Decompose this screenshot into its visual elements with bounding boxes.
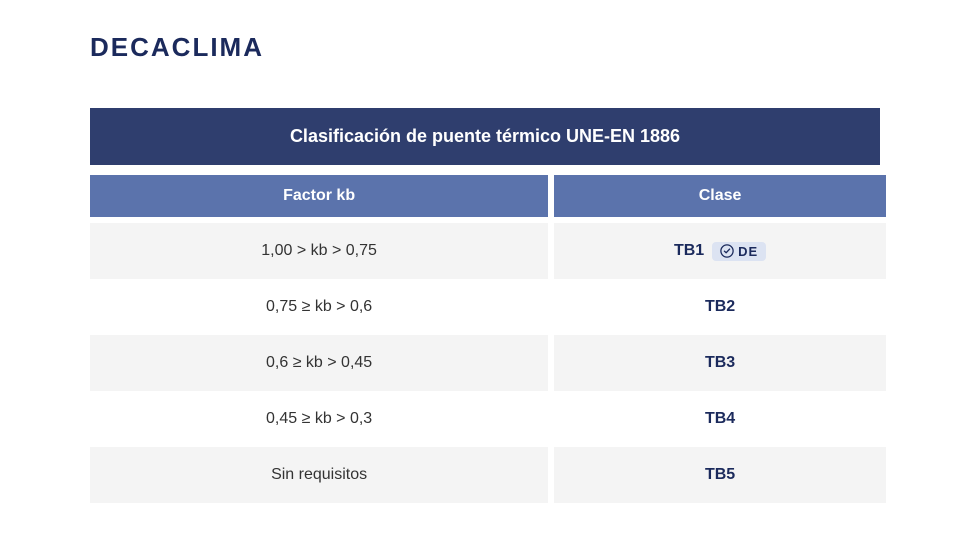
factor-cell: Sin requisitos	[90, 447, 548, 503]
classification-table: Clasificación de puente térmico UNE-EN 1…	[90, 108, 880, 503]
check-circle-icon	[720, 244, 734, 258]
column-header-class: Clase	[554, 175, 886, 217]
class-cell: TB4	[554, 391, 886, 447]
table-row: 0,75 ≥ kb > 0,6 TB2	[90, 279, 880, 335]
badge-text: DE	[738, 244, 758, 259]
class-cell: TB5	[554, 447, 886, 503]
table-title: Clasificación de puente térmico UNE-EN 1…	[90, 108, 880, 165]
factor-cell: 0,45 ≥ kb > 0,3	[90, 391, 548, 447]
class-cell: TB2	[554, 279, 886, 335]
brand-logo: DECACLIMA	[90, 32, 264, 63]
class-value: TB4	[705, 410, 735, 428]
factor-cell: 1,00 > kb > 0,75	[90, 223, 548, 279]
class-value: TB1	[674, 242, 704, 260]
table-body: 1,00 > kb > 0,75 TB1 DE 0,75 ≥ kb > 0,6 …	[90, 223, 880, 503]
table-header-row: Factor kb Clase	[90, 175, 880, 217]
factor-cell: 0,75 ≥ kb > 0,6	[90, 279, 548, 335]
column-header-factor: Factor kb	[90, 175, 548, 217]
factor-cell: 0,6 ≥ kb > 0,45	[90, 335, 548, 391]
table-row: 0,45 ≥ kb > 0,3 TB4	[90, 391, 880, 447]
class-value: TB3	[705, 354, 735, 372]
class-value: TB5	[705, 466, 735, 484]
class-cell: TB1 DE	[554, 223, 886, 279]
class-value: TB2	[705, 298, 735, 316]
brand-logo-text: DECACLIMA	[90, 32, 264, 62]
table-row: 1,00 > kb > 0,75 TB1 DE	[90, 223, 880, 279]
table-row: Sin requisitos TB5	[90, 447, 880, 503]
table-row: 0,6 ≥ kb > 0,45 TB3	[90, 335, 880, 391]
highlight-badge: DE	[712, 242, 766, 261]
class-cell: TB3	[554, 335, 886, 391]
